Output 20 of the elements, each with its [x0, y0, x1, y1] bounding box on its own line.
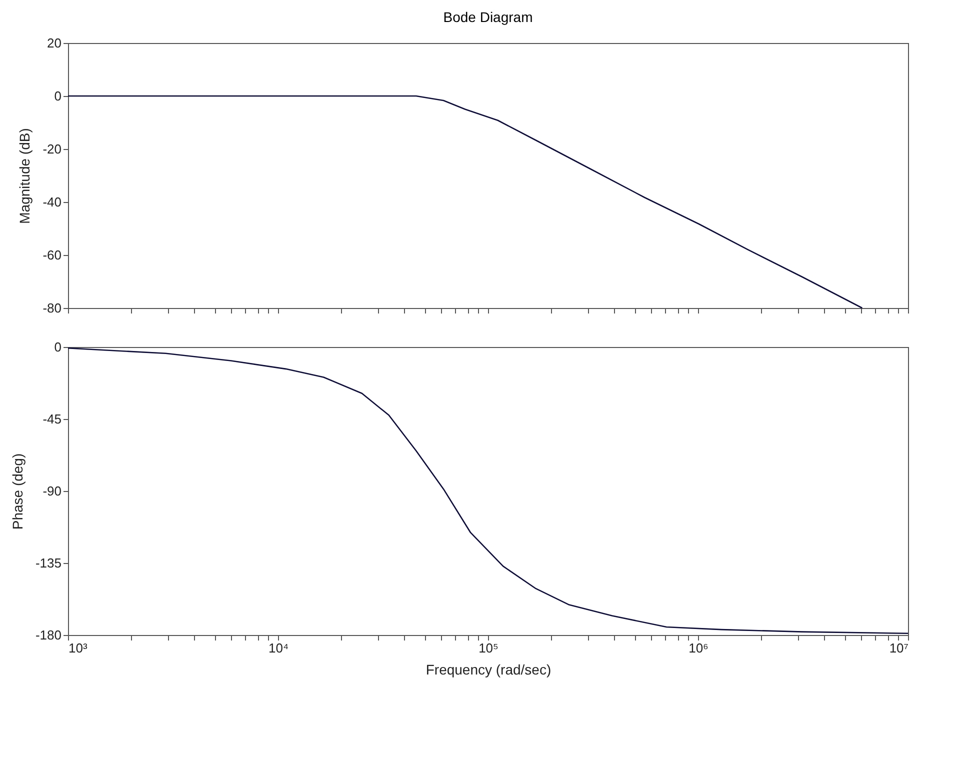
chart-title: Bode Diagram	[443, 9, 533, 25]
y-tick-label: -20	[42, 142, 62, 156]
x-tick-label: 10³	[68, 640, 88, 656]
x-tick-label: 10⁴	[268, 640, 289, 656]
y-tick-label: -40	[42, 194, 62, 210]
x-tick-label: 10⁶	[688, 640, 708, 656]
y-tick-label: -135	[35, 556, 62, 570]
y-axis-title: Phase (deg)	[9, 453, 26, 530]
y-axis-title: Magnitude (dB)	[16, 128, 33, 224]
x-tick-label: 10⁵	[478, 640, 498, 656]
y-tick-label: -45	[42, 412, 62, 426]
y-tick-label: -60	[42, 248, 62, 262]
y-tick-label: -80	[42, 300, 62, 316]
y-tick-label: -90	[42, 484, 62, 498]
x-axis-title: Frequency (rad/sec)	[426, 662, 552, 678]
y-tick-label: 0	[54, 340, 62, 354]
y-tick-label: -180	[35, 628, 62, 642]
y-tick-label: 20	[47, 36, 62, 50]
x-tick-label: 10⁷	[889, 640, 909, 656]
y-tick-label: 0	[54, 88, 62, 104]
